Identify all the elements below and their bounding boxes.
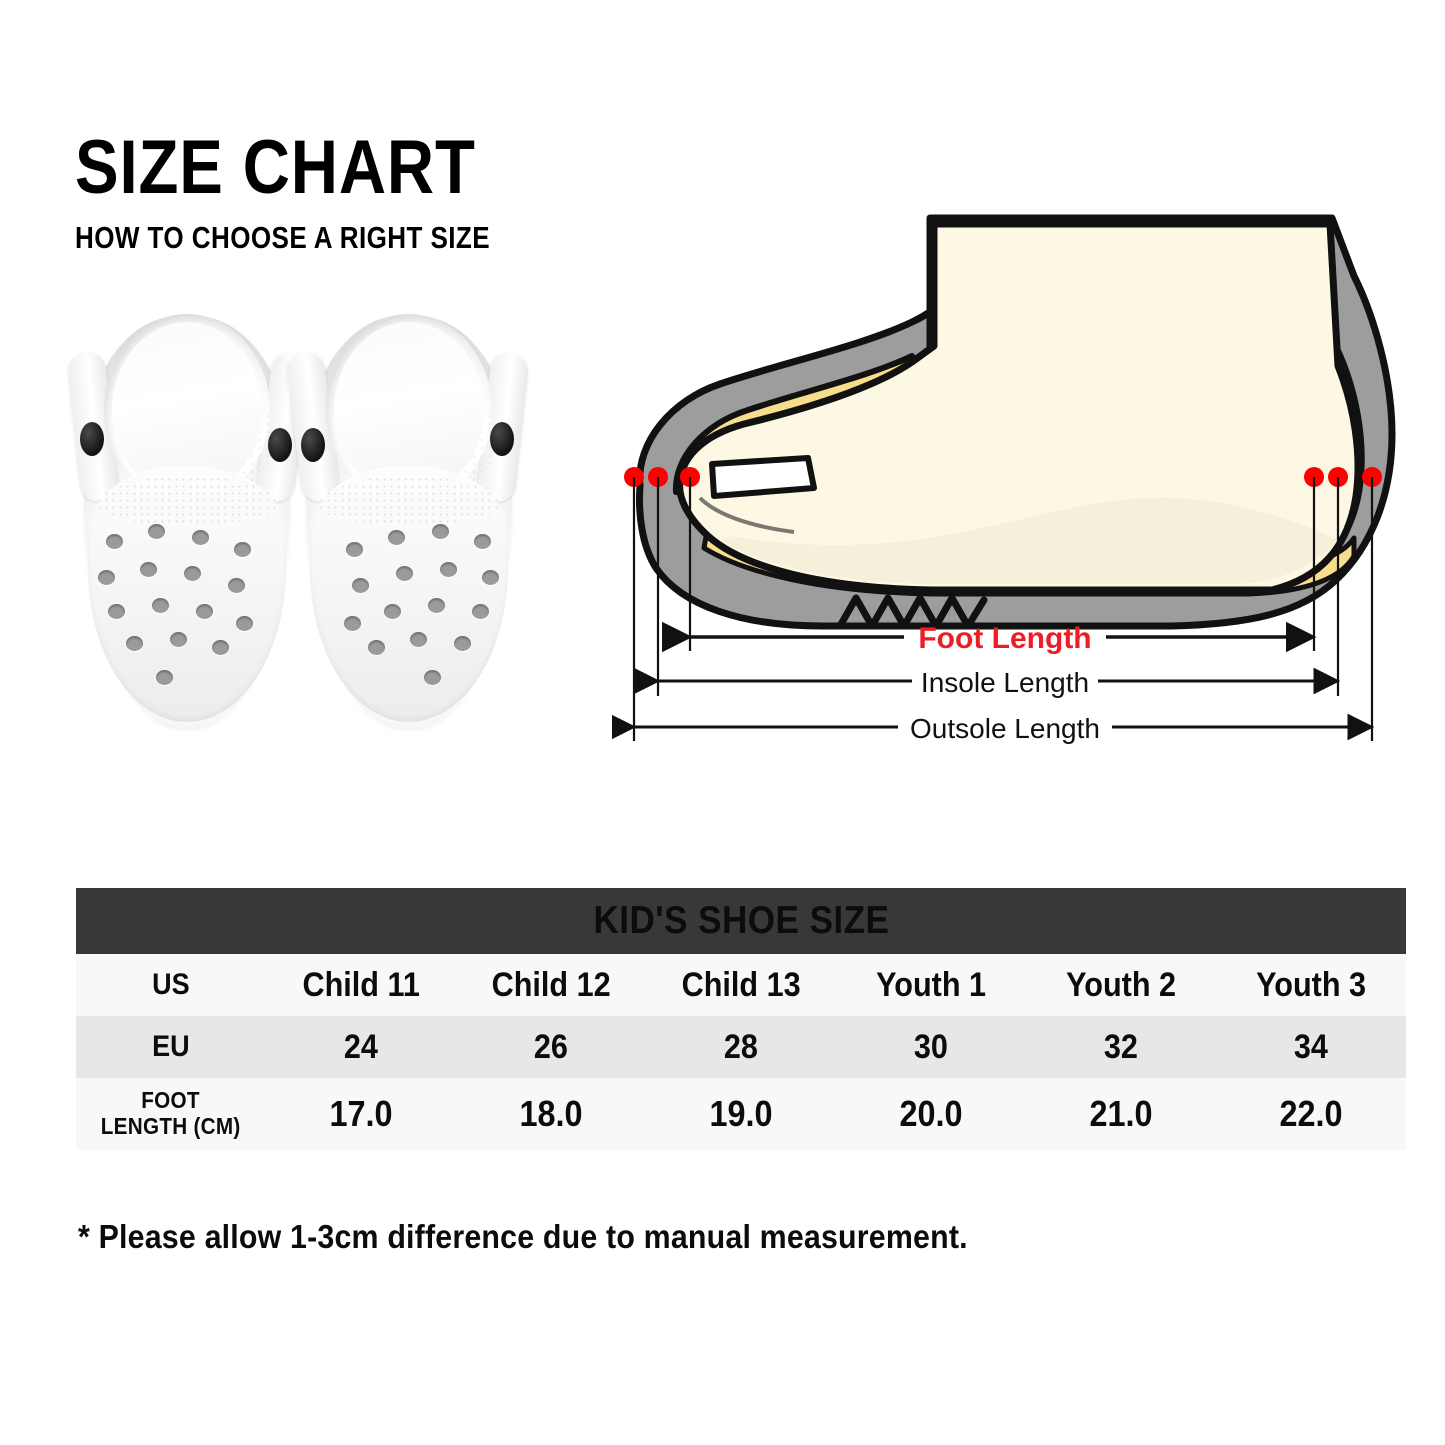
measurement-disclaimer: * Please allow 1-3cm difference due to m… — [78, 1218, 968, 1255]
toenail-shape — [709, 455, 817, 499]
clog-vent-hole — [170, 632, 187, 647]
clog-vent-hole — [384, 604, 401, 619]
clog-vent-hole — [482, 570, 499, 585]
row-label-eu: EU — [76, 1016, 266, 1078]
foot-shading — [722, 497, 1338, 584]
table-row: EU 24 26 28 30 32 34 — [76, 1016, 1406, 1078]
sole-tread — [836, 594, 988, 630]
clog-vent-hole — [428, 598, 445, 613]
cell-eu-6: 34 — [1216, 1016, 1406, 1078]
clog-vent-hole — [454, 636, 471, 651]
cell-eu-2: 26 — [456, 1016, 646, 1078]
page-header: SIZE CHART HOW TO CHOOSE A RIGHT SIZE — [75, 125, 569, 256]
foot-shape — [676, 220, 1362, 594]
clog-vent-hole — [196, 604, 213, 619]
cell-eu-1: 24 — [266, 1016, 456, 1078]
cell-eu-5: 32 — [1026, 1016, 1216, 1078]
cell-us-3: Child 13 — [646, 954, 836, 1016]
clog-vent-hole — [140, 562, 157, 577]
clog-vent-hole — [346, 542, 363, 557]
clog-vent-hole — [98, 570, 115, 585]
clog-vent-hole — [396, 566, 413, 581]
clog-vent-hole — [234, 542, 251, 557]
table-title-cell: KID'S SHOE SIZE — [76, 888, 1406, 954]
clog-strap-pivot-icon — [301, 428, 325, 462]
clog-vent-hole — [424, 670, 441, 685]
cell-us-6: Youth 3 — [1216, 954, 1406, 1016]
clog-vent-hole — [192, 530, 209, 545]
clog-vent-hole — [474, 534, 491, 549]
dimension-label-insole-length: Insole Length — [921, 667, 1089, 698]
clog-strap-pivot-icon — [490, 422, 514, 456]
dimension-outsole-length: Outsole Length — [612, 713, 1375, 744]
clog-left — [66, 298, 311, 738]
clog-vent-hole — [212, 640, 229, 655]
product-photo-clogs — [66, 298, 530, 738]
page-title: SIZE CHART — [75, 125, 476, 210]
clog-strap-pivot-icon — [268, 428, 292, 462]
clog-right — [285, 298, 530, 738]
clog-vent-hole — [184, 566, 201, 581]
clog-vent-hole — [368, 640, 385, 655]
clog-vent-hole — [236, 616, 253, 631]
cell-foot-3: 19.0 — [646, 1078, 836, 1150]
clog-vent-hole — [388, 530, 405, 545]
table-row: FOOT LENGTH (CM) 17.0 18.0 19.0 20.0 21.… — [76, 1078, 1406, 1150]
cell-foot-2: 18.0 — [456, 1078, 646, 1150]
clog-vent-hole — [472, 604, 489, 619]
clog-textured-band — [96, 476, 278, 524]
cell-us-2: Child 12 — [456, 954, 646, 1016]
clog-vent-hole — [228, 578, 245, 593]
cell-eu-3: 28 — [646, 1016, 836, 1078]
clog-vent-hole — [108, 604, 125, 619]
cell-foot-1: 17.0 — [266, 1078, 456, 1150]
cell-us-1: Child 11 — [266, 954, 456, 1016]
cell-eu-4: 30 — [836, 1016, 1026, 1078]
clog-collar-inner — [112, 322, 262, 492]
clog-collar-inner — [334, 322, 484, 492]
cell-foot-4: 20.0 — [836, 1078, 1026, 1150]
row-label-us: US — [76, 954, 266, 1016]
clog-vent-hole — [106, 534, 123, 549]
cell-us-5: Youth 2 — [1026, 954, 1216, 1016]
foot-measurement-diagram: Foot Length Insole Length Outsole Length — [612, 196, 1412, 756]
clog-textured-band — [318, 476, 500, 524]
row-label-foot-length: FOOT LENGTH (CM) — [76, 1078, 266, 1150]
clog-vent-hole — [352, 578, 369, 593]
clog-vent-hole — [156, 670, 173, 685]
dimension-foot-length: Foot Length — [661, 621, 1317, 655]
page-subtitle: HOW TO CHOOSE A RIGHT SIZE — [75, 220, 491, 256]
clog-vent-hole — [432, 524, 449, 539]
clog-vent-hole — [410, 632, 427, 647]
clog-vent-hole — [344, 616, 361, 631]
clog-vent-hole — [126, 636, 143, 651]
cell-foot-6: 22.0 — [1216, 1078, 1406, 1150]
size-chart-table: KID'S SHOE SIZE US Child 11 Child 12 Chi… — [76, 888, 1406, 1150]
cell-us-4: Youth 1 — [836, 954, 1026, 1016]
measurement-markers-heel — [1304, 467, 1382, 487]
clog-vent-hole — [440, 562, 457, 577]
cell-foot-5: 21.0 — [1026, 1078, 1216, 1150]
dimension-label-outsole-length: Outsole Length — [910, 713, 1100, 744]
dimension-label-foot-length: Foot Length — [918, 622, 1091, 655]
dimension-insole-length: Insole Length — [633, 667, 1341, 698]
table-title-text: KID'S SHOE SIZE — [593, 899, 889, 942]
toe-gap-line — [698, 496, 795, 534]
table-title-row: KID'S SHOE SIZE — [76, 888, 1406, 954]
measurement-markers-toe — [624, 467, 700, 487]
clog-vent-hole — [148, 524, 165, 539]
clog-strap-pivot-icon — [80, 422, 104, 456]
table-row: US Child 11 Child 12 Child 13 Youth 1 Yo… — [76, 954, 1406, 1016]
clog-vent-hole — [152, 598, 169, 613]
